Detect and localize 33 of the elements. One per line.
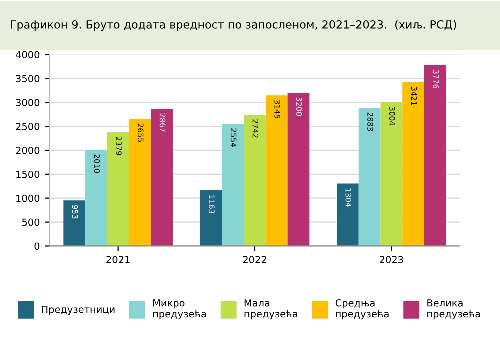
bar <box>424 65 446 246</box>
bar <box>151 108 173 246</box>
legend-label: Микро предузећа <box>153 300 206 320</box>
bar <box>380 102 403 246</box>
bar <box>64 200 86 246</box>
bar <box>288 93 310 246</box>
y-tick-label: 500 <box>22 218 40 226</box>
bar <box>402 82 424 246</box>
legend-label: Велика предузећа <box>428 300 480 320</box>
bar <box>222 124 244 246</box>
y-tick-label: 4000 <box>16 51 40 59</box>
x-tick-label: 2021 <box>106 256 130 264</box>
y-tick-label: 0 <box>34 242 40 250</box>
bar <box>200 190 222 246</box>
legend-label: Мала предузећа <box>244 300 298 320</box>
y-tick-label: 2000 <box>16 146 40 154</box>
bar <box>337 184 359 246</box>
bar <box>266 96 288 246</box>
bar <box>107 132 130 246</box>
y-tick-label: 1500 <box>16 170 40 178</box>
bar <box>129 119 152 246</box>
bar <box>86 150 108 246</box>
y-tick-label: 3000 <box>16 99 40 106</box>
chart-title: Графикон 9. Бруто додата вредност по запосленом, 2021–2023. (хиљ. РСД) <box>11 20 456 32</box>
y-tick-label: 2500 <box>16 123 40 130</box>
y-tick-label: 3500 <box>16 75 40 82</box>
legend-label: Средња предузећа <box>336 299 389 320</box>
x-tick-label: 2023 <box>380 256 404 264</box>
y-tick-label: 1000 <box>16 194 40 202</box>
legend-label: Предузетници <box>42 306 115 316</box>
bar <box>358 108 381 246</box>
x-tick-label: 2022 <box>243 256 266 264</box>
bar <box>244 114 266 246</box>
